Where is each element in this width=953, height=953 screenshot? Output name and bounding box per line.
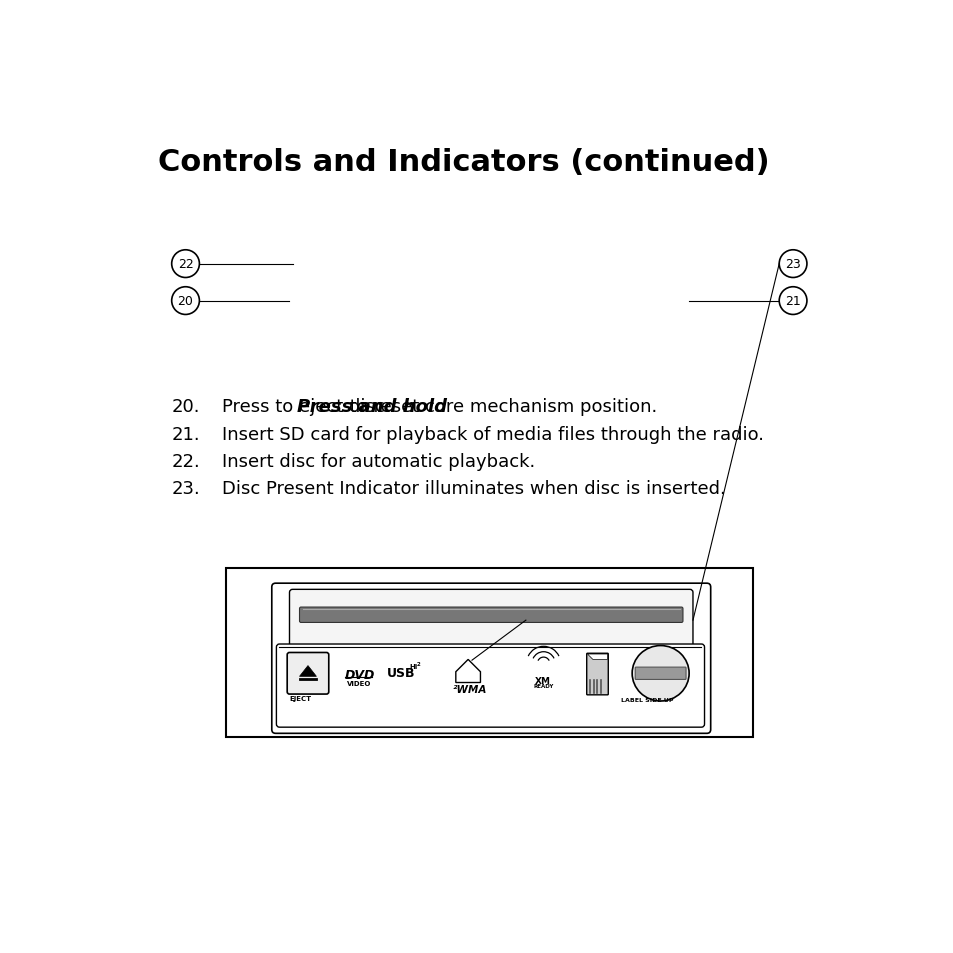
Text: Insert SD card for playback of media files through the radio.: Insert SD card for playback of media fil… [221, 426, 763, 444]
FancyBboxPatch shape [635, 667, 685, 679]
Circle shape [172, 251, 199, 278]
Circle shape [779, 251, 806, 278]
Text: 22.: 22. [172, 453, 200, 471]
Text: EJECT: EJECT [289, 695, 312, 701]
Text: DVD: DVD [345, 668, 375, 681]
Text: Controls and Indicators (continued): Controls and Indicators (continued) [157, 149, 769, 177]
Text: VIDEO: VIDEO [347, 680, 372, 686]
FancyBboxPatch shape [289, 590, 692, 648]
Text: 23: 23 [784, 258, 801, 271]
Text: Press and hold: Press and hold [297, 397, 447, 416]
Text: 23.: 23. [172, 479, 200, 497]
Text: ²WMA: ²WMA [453, 684, 487, 695]
Text: 20.: 20. [172, 397, 200, 416]
Text: to reset core mechanism position.: to reset core mechanism position. [344, 397, 657, 416]
Text: 2: 2 [416, 661, 420, 666]
Polygon shape [587, 655, 607, 659]
Circle shape [779, 288, 806, 315]
Bar [225, 568, 752, 738]
Text: Disc Present Indicator illuminates when disc is inserted.: Disc Present Indicator illuminates when … [221, 479, 724, 497]
FancyBboxPatch shape [272, 583, 710, 734]
Text: LABEL SIDE UP: LABEL SIDE UP [620, 698, 673, 702]
FancyBboxPatch shape [586, 654, 608, 695]
Polygon shape [299, 666, 316, 677]
FancyBboxPatch shape [299, 607, 682, 623]
FancyBboxPatch shape [276, 644, 703, 727]
FancyBboxPatch shape [287, 653, 329, 695]
Text: Hi: Hi [409, 663, 417, 670]
Text: READY: READY [533, 682, 554, 688]
Polygon shape [456, 659, 480, 682]
Text: 20: 20 [177, 294, 193, 308]
Text: Insert disc for automatic playback.: Insert disc for automatic playback. [221, 453, 535, 471]
Text: Press to eject disc.: Press to eject disc. [221, 397, 395, 416]
Ellipse shape [632, 646, 688, 701]
Text: 21: 21 [784, 294, 801, 308]
Text: 21.: 21. [172, 426, 200, 444]
Circle shape [172, 288, 199, 315]
Text: XM: XM [535, 677, 551, 685]
Text: USB: USB [387, 667, 416, 679]
Text: 22: 22 [177, 258, 193, 271]
